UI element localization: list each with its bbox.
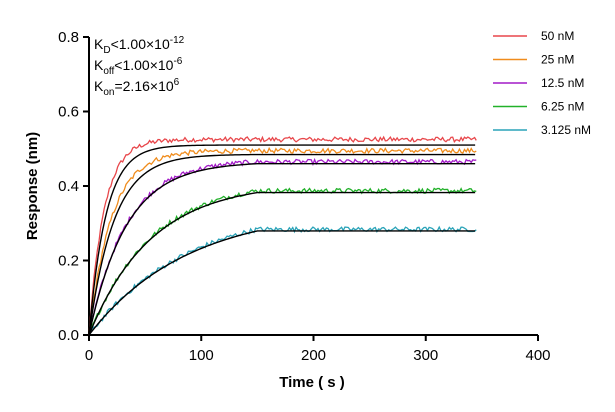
y-axis-title: Response (nm) [24,132,41,240]
x-tick-label: 100 [189,347,214,364]
x-tick-label: 200 [301,347,326,364]
fit-curve-3 [88,191,476,336]
fit-curves [88,144,476,336]
annotation-line: Kon=2.16×106 [94,77,180,98]
legend-label: 6.25 nM [541,100,584,114]
x-tick-label: 300 [413,347,438,364]
y-tick-label: 0.6 [58,104,79,121]
fit-curve-2 [88,163,476,336]
fit-curve-0 [88,144,476,336]
legend-label: 25 nM [541,53,574,67]
series-curve-3 [88,187,477,335]
fit-curve-4 [88,230,476,336]
legend-label: 50 nM [541,29,574,43]
series-curve-2 [88,157,477,336]
series-curve-0 [88,135,477,335]
y-tick-label: 0.2 [58,253,79,270]
y-tick-label: 0.8 [58,29,79,46]
x-tick-label: 400 [525,347,550,364]
y-tick-label: 0.4 [58,178,79,195]
axes [83,36,539,341]
y-tick-label: 0.0 [58,327,79,344]
x-axis-title: Time ( s ) [279,374,345,391]
x-tick-label: 0 [85,347,93,364]
legend-label: 3.125 nM [541,123,591,137]
series-curve-1 [88,146,477,335]
legend-label: 12.5 nM [541,76,584,90]
fit-curve-1 [88,153,476,336]
tick-labels: 0 100 200 300 400 0.0 0.2 0.4 0.6 0.8 [58,29,550,364]
legend: 50 nM 25 nM 12.5 nM 6.25 nM 3.125 nM [493,29,591,137]
data-curves [88,135,477,336]
annotation-line: Koff<1.00×10-6 [94,56,183,77]
annotation-line: KD<1.00×10-12 [94,35,185,56]
